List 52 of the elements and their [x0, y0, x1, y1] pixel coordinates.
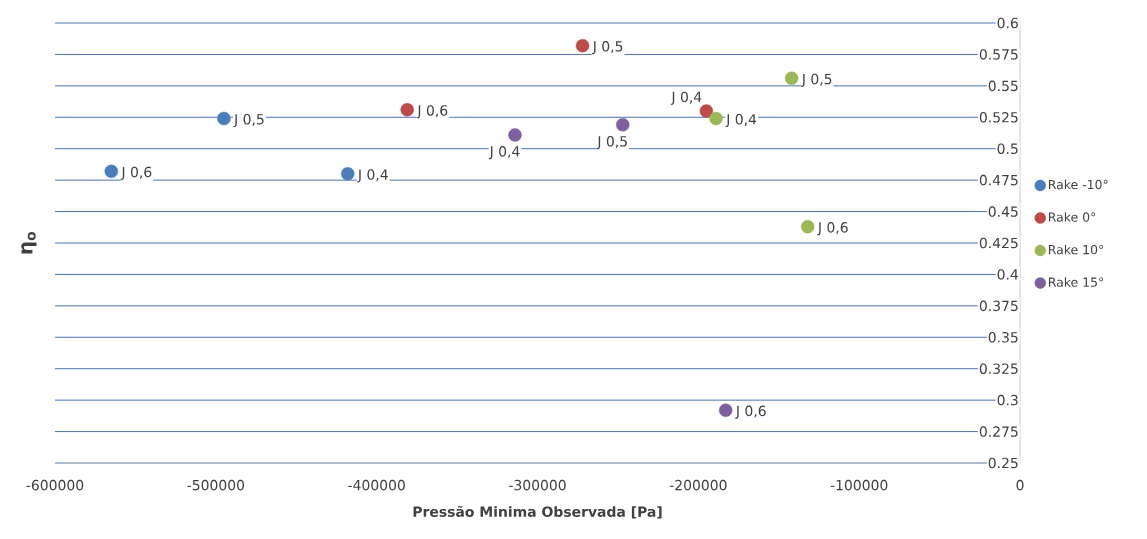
- x-tick-label: -200000: [669, 479, 727, 491]
- y-tick-label: 0.475: [979, 174, 1018, 186]
- y-axis-title: η$_{o}$: [21, 231, 37, 254]
- x-tick-label: -100000: [830, 479, 888, 491]
- y-tick-label: 0.325: [979, 363, 1018, 374]
- y-tick-label: 0.425: [979, 237, 1018, 249]
- point: [801, 219, 815, 234]
- annotation: J 0,6: [735, 405, 766, 419]
- point: [341, 167, 355, 181]
- y-tick-label: 0.5: [997, 143, 1018, 154]
- x-axis-title: Pressão Minima Observada [Pa]: [413, 505, 662, 519]
- y-tick-label: 0.25: [988, 457, 1018, 469]
- legend-label: Rake -10°: [1048, 179, 1108, 190]
- x-tick-label: -400000: [348, 479, 405, 491]
- y-tick-label: 0.275: [979, 426, 1018, 437]
- annotation: J 0,4: [357, 169, 388, 183]
- annotation: J 0,5: [801, 73, 832, 87]
- point: [699, 104, 714, 118]
- annotation: J 0,4: [488, 146, 520, 160]
- y-tick-label: 0.3: [997, 394, 1018, 406]
- y-tick-label: 0.55: [988, 80, 1018, 92]
- legend-label: Rake 10°: [1048, 244, 1104, 255]
- annotation: J 0,6: [120, 166, 152, 180]
- x-tick-label: 0: [1016, 479, 1024, 491]
- point: [400, 103, 414, 117]
- y-tick-label: 0.6: [997, 17, 1018, 29]
- x-tick-label: -500000: [187, 479, 245, 491]
- point: [508, 128, 522, 142]
- annotation: J 0,6: [416, 105, 448, 119]
- point: [718, 403, 733, 417]
- y-tick-label: 0.4: [997, 269, 1019, 280]
- y-tick-label: 0.45: [988, 206, 1018, 217]
- y-tick-label: 0.525: [979, 112, 1018, 123]
- point: [784, 71, 799, 86]
- annotation: J 0,6: [817, 222, 848, 236]
- legend-label: Rake 15°: [1048, 277, 1104, 287]
- annotation: J 0,4: [725, 113, 757, 128]
- point: [616, 118, 630, 132]
- point: [709, 111, 723, 126]
- point: [575, 38, 590, 53]
- x-tick-label: -300000: [509, 479, 566, 491]
- annotation: J 0,4: [670, 91, 702, 105]
- x-tick-label: -600000: [26, 479, 84, 491]
- legend-label: Rake 0°: [1048, 212, 1096, 222]
- annotation: J 0,5: [233, 113, 264, 128]
- y-tick-label: 0.35: [988, 332, 1018, 343]
- point: [104, 164, 118, 179]
- point: [217, 111, 231, 126]
- y-tick-label: 0.575: [979, 49, 1018, 60]
- y-tick-label: 0.375: [979, 300, 1018, 312]
- annotation: J 0,5: [592, 41, 623, 55]
- annotation: J 0,5: [596, 136, 627, 150]
